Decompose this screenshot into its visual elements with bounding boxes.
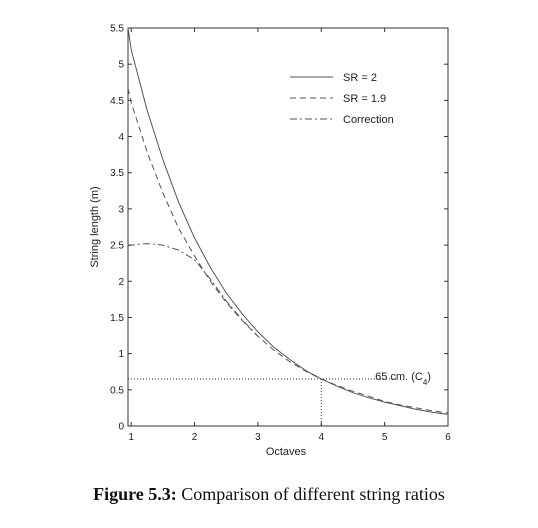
plot-frame	[127, 27, 449, 427]
x-tick-label: 4	[318, 432, 324, 443]
x-axis-label: Octaves	[266, 446, 307, 458]
legend: SR = 2 SR = 1.9 Correction	[290, 72, 394, 126]
x-tick-label: 5	[382, 432, 388, 443]
y-tick-label: 3.5	[110, 168, 124, 179]
annotation-guides	[128, 378, 398, 426]
y-tick-label: 1	[118, 349, 124, 360]
annotation-c4: 65 cm. (C4)	[375, 371, 431, 387]
y-tick-label: 5.5	[110, 24, 124, 35]
chart: 0 0.5 1 1.5 2 2.5 3 3.5 4 4.5 5 5.5 1 2 3 4 5 6 65 cm. (C…	[89, 24, 451, 459]
y-tick-label: 0.5	[110, 385, 124, 396]
legend-label-2: Correction	[343, 114, 394, 126]
series-line-0	[127, 27, 449, 415]
legend-label-1: SR = 1.9	[343, 93, 386, 105]
caption-text: Comparison of different string ratios	[181, 484, 445, 504]
y-tick-label: 2	[118, 277, 124, 288]
y-tick-label: 0	[118, 422, 124, 433]
x-tick-label: 2	[192, 432, 198, 443]
y-tick-label: 4.5	[110, 96, 124, 107]
y-tick-label: 5	[118, 60, 124, 71]
y-axis-label: String length (m)	[89, 186, 101, 267]
y-tick-label: 2.5	[110, 241, 124, 252]
x-tick-label: 3	[255, 432, 261, 443]
x-tick-label: 6	[445, 432, 451, 443]
series-line-1	[127, 87, 449, 414]
series-lines	[127, 27, 449, 415]
x-tick-label: 1	[128, 432, 134, 443]
legend-label-0: SR = 2	[343, 72, 377, 84]
caption-label: Figure 5.3:	[93, 484, 177, 504]
figure-caption: Figure 5.3: Comparison of different stri…	[0, 484, 538, 505]
y-tick-label: 3	[118, 204, 124, 215]
series-line-2	[127, 243, 259, 337]
y-tick-label: 1.5	[110, 313, 124, 324]
y-tick-label: 4	[118, 132, 124, 143]
